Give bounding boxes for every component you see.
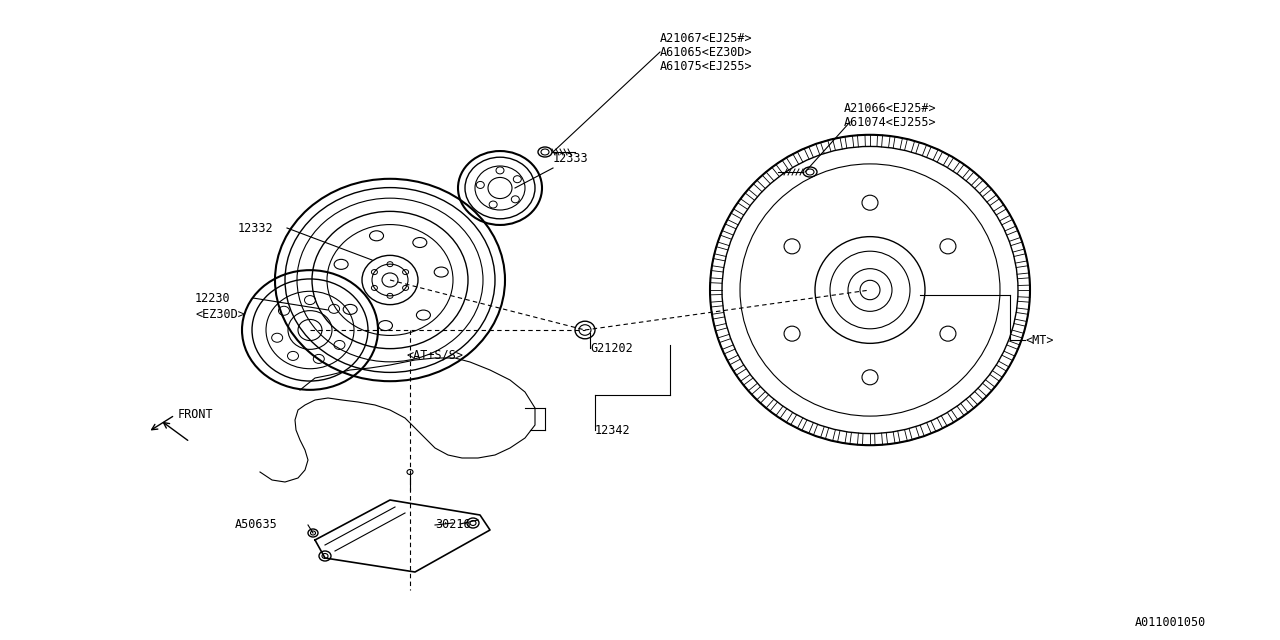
Text: <MT>: <MT>: [1025, 333, 1053, 346]
Text: A61065<EZ30D>: A61065<EZ30D>: [660, 45, 753, 58]
Text: A21066<EJ25#>: A21066<EJ25#>: [844, 102, 937, 115]
Text: A21067<EJ25#>: A21067<EJ25#>: [660, 31, 753, 45]
Text: 12332: 12332: [238, 221, 274, 234]
Text: G21202: G21202: [590, 342, 632, 355]
Text: 12230: 12230: [195, 291, 230, 305]
Text: FRONT: FRONT: [178, 408, 214, 422]
Text: 30216: 30216: [435, 518, 471, 531]
Text: A61074<EJ255>: A61074<EJ255>: [844, 115, 937, 129]
Text: A61075<EJ255>: A61075<EJ255>: [660, 60, 753, 72]
Text: 12342: 12342: [595, 424, 631, 436]
Text: A50635: A50635: [236, 518, 278, 531]
Text: 12333: 12333: [553, 152, 589, 164]
Text: <EZ30D>: <EZ30D>: [195, 307, 244, 321]
Text: A011001050: A011001050: [1135, 616, 1206, 628]
Text: <AT+S/S>: <AT+S/S>: [406, 349, 463, 362]
